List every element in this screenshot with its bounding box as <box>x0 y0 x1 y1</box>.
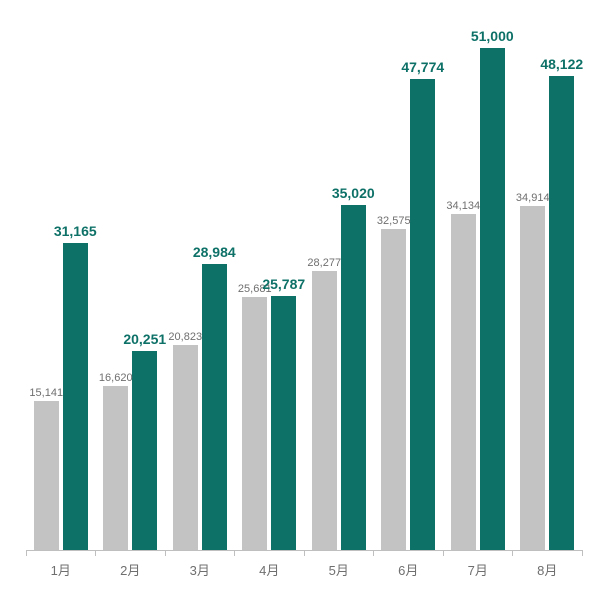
bar-value-series2: 35,020 <box>332 185 375 201</box>
bar-series2 <box>549 76 574 550</box>
bar-value-series1: 34,914 <box>516 192 550 204</box>
bar-series2 <box>271 296 296 550</box>
bar-series1 <box>381 229 406 550</box>
x-axis-tick <box>26 550 27 556</box>
bar-series1 <box>451 214 476 550</box>
bar-series1 <box>34 401 59 550</box>
bar-value-series2: 47,774 <box>401 59 444 75</box>
x-axis-category-label: 1月 <box>26 560 96 579</box>
bar-series1 <box>173 345 198 550</box>
bar-value-series1: 15,141 <box>29 387 63 399</box>
x-axis-tick <box>304 550 305 556</box>
x-axis-tick <box>95 550 96 556</box>
bar-value-series1: 16,620 <box>99 372 133 384</box>
bar-value-series2: 20,251 <box>123 331 166 347</box>
bar-series2 <box>341 205 366 550</box>
bar-series2 <box>132 351 157 550</box>
monthly-bar-chart: 15,14131,16516,62020,25120,82328,98425,6… <box>0 0 600 591</box>
x-axis-tick <box>165 550 166 556</box>
bar-value-series1: 28,277 <box>307 257 341 269</box>
bar-series1 <box>312 271 337 550</box>
x-axis-category-label: 5月 <box>304 560 374 579</box>
x-axis-category-label: 2月 <box>96 560 166 579</box>
bar-value-series2: 28,984 <box>193 244 236 260</box>
bar-series1 <box>103 386 128 550</box>
bar-series2 <box>480 48 505 550</box>
bar-series1 <box>242 297 267 550</box>
bar-value-series1: 32,575 <box>377 215 411 227</box>
bar-series2 <box>202 264 227 550</box>
bar-series1 <box>520 206 545 550</box>
plot-area: 15,14131,16516,62020,25120,82328,98425,6… <box>26 20 582 550</box>
x-axis-tick <box>234 550 235 556</box>
x-axis-category-label: 4月 <box>235 560 305 579</box>
x-axis-category-label: 7月 <box>443 560 513 579</box>
bar-value-series2: 31,165 <box>54 223 97 239</box>
bar-series2 <box>410 79 435 550</box>
bar-value-series2: 51,000 <box>471 28 514 44</box>
x-axis-tick <box>512 550 513 556</box>
bar-value-series1: 20,823 <box>168 331 202 343</box>
bar-value-series1: 34,134 <box>446 200 480 212</box>
x-axis-category-label: 8月 <box>513 560 583 579</box>
x-axis-category-label: 6月 <box>374 560 444 579</box>
bar-series2 <box>63 243 88 550</box>
x-axis-tick <box>443 550 444 556</box>
bar-value-series2: 48,122 <box>540 56 583 72</box>
bar-value-series2: 25,787 <box>262 276 305 292</box>
x-axis-tick <box>373 550 374 556</box>
x-axis-category-label: 3月 <box>165 560 235 579</box>
x-axis-tick <box>582 550 583 556</box>
